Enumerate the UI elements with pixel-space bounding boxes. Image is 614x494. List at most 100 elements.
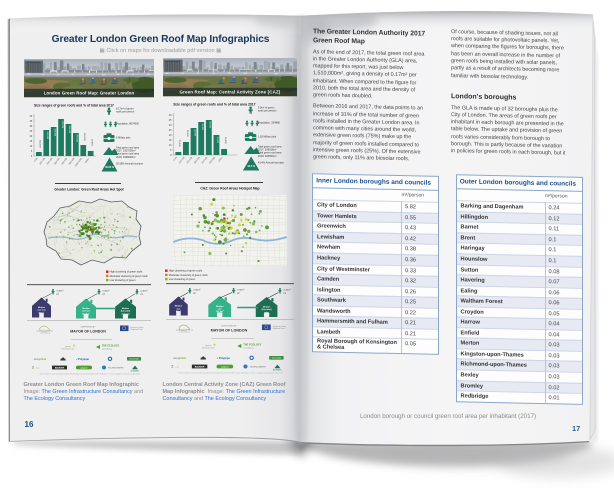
svg-text:Total green roof area: Total green roof area — [116, 147, 140, 150]
svg-text:100-199: 100-199 — [178, 156, 185, 164]
svg-text:✓Polypipe: ✓Polypipe — [216, 356, 230, 360]
svg-text:400-499: 400-499 — [61, 157, 68, 165]
svg-text:0.36m²: 0.36m² — [283, 289, 290, 292]
svg-text:423,000: 423,000 — [60, 121, 62, 129]
svg-text:0.36m²: 0.36m² — [140, 290, 147, 293]
svg-text:30.58% Annual increase: 30.58% Annual increase — [116, 163, 144, 166]
svg-text:30.58 %: 30.58 % — [105, 166, 115, 169]
svg-text:pp: pp — [193, 292, 196, 294]
svg-text:inco: inco — [175, 367, 180, 369]
svg-text:Regional Fund: Regional Fund — [130, 329, 142, 331]
svg-text:European Union: European Union — [130, 327, 143, 329]
svg-text:Total green roof area: Total green roof area — [116, 153, 140, 156]
svg-text:Population: 8674000: Population: 8674000 — [116, 123, 140, 126]
svg-text:2017: 209238m²: 2017: 209238m² — [257, 149, 276, 152]
svg-text:London Green Roof Map: Greater: London Green Roof Map: Greater London — [43, 91, 134, 96]
svg-text:Median: Median — [215, 306, 223, 308]
svg-text:Total green roof area: Total green roof area — [257, 146, 281, 149]
svg-text:pp: pp — [283, 292, 286, 294]
svg-text:ALUMASC: ALUMASC — [130, 370, 139, 373]
svg-text:0: 0 — [30, 156, 32, 158]
svg-text:500-999: 500-999 — [209, 156, 216, 164]
svg-text:43.4% Annual increase: 43.4% Annual increase — [257, 162, 284, 165]
svg-text:(biosolar): (biosolar) — [261, 309, 271, 311]
svg-text:5000+: 5000+ — [84, 157, 90, 164]
svg-text:460m²: 460m² — [122, 315, 128, 318]
svg-text:inco: inco — [36, 368, 41, 370]
svg-text:1.63 Million jobs: 1.63 Million jobs — [257, 136, 276, 139]
svg-text:pp: pp — [56, 293, 59, 295]
svg-text:25: 25 — [168, 130, 171, 132]
svg-text:1000-4999: 1000-4999 — [74, 157, 82, 167]
svg-text:88,000: 88,000 — [193, 130, 195, 137]
svg-text:roofs per person: roofs per person — [116, 111, 135, 114]
svg-text:0.36m²: 0.36m² — [102, 290, 109, 293]
svg-text:High clustering of green roofs: High clustering of green roofs — [109, 271, 142, 274]
svg-text:1000+: 1000+ — [218, 156, 224, 163]
svg-text:100-199: 100-199 — [39, 157, 46, 165]
svg-text:2018: 300560m²: 2018: 300560m² — [257, 155, 276, 158]
svg-text:Median: Median — [82, 308, 90, 310]
svg-text:size: size — [264, 312, 269, 314]
svg-text:30: 30 — [168, 125, 171, 127]
svg-text:Green Roof Map: Central Activi: Green Roof Map: Central Activity Zone (C… — [179, 90, 280, 95]
svg-text:111.9m²: 111.9m² — [215, 310, 223, 313]
svg-text:© Green Infrastructure Consult: © Green Infrastructure Consultancy (GIC)… — [38, 372, 140, 375]
svg-text:Population: 234866: Population: 234866 — [257, 122, 280, 125]
svg-text:5: 5 — [30, 151, 32, 153]
svg-text:green: green — [205, 344, 212, 347]
svg-text:30: 30 — [29, 126, 32, 128]
svg-text:111.9m²: 111.9m² — [82, 312, 90, 315]
svg-text:ansglobal: ansglobal — [173, 356, 186, 360]
svg-text:0-99: 0-99 — [34, 157, 39, 162]
svg-text:CAZ: Green Roof Areas Hotspot: CAZ: Green Roof Areas Hotspot Map — [200, 187, 259, 191]
svg-text:Greater London: Green Roof Are: Greater London: Green Roof Areas Hot Spo… — [54, 188, 124, 192]
svg-text:Median: Median — [37, 307, 45, 309]
svg-text:infrastructure: infrastructure — [61, 348, 75, 351]
svg-text:18,000: 18,000 — [223, 137, 225, 144]
svg-text:MAYOR OF LONDON: MAYOR OF LONDON — [70, 329, 106, 333]
svg-text:0-99: 0-99 — [173, 156, 178, 161]
svg-text:400-499: 400-499 — [201, 156, 208, 164]
svg-text:TECHNOGREEN: TECHNOGREEN — [249, 366, 265, 368]
svg-text:10: 10 — [168, 145, 171, 147]
svg-text:99,000: 99,000 — [208, 122, 210, 129]
svg-text:15: 15 — [29, 141, 32, 143]
svg-text:Low clustering of green: Low clustering of green — [109, 279, 135, 282]
svg-text:2018: 1968000m²: 2018: 1968000m² — [116, 156, 136, 159]
svg-text:© Green Infrastructure Consult: © Green Infrastructure Consultancy (GIC)… — [177, 371, 282, 374]
svg-text:0.9m² of green: 0.9m² of green — [257, 107, 274, 110]
svg-text:roofs per person: roofs per person — [257, 110, 276, 113]
svg-text:0.36m²: 0.36m² — [193, 289, 200, 292]
svg-text:40: 40 — [168, 115, 171, 117]
svg-text:500-999: 500-999 — [68, 157, 75, 165]
svg-text:43.4 %: 43.4 % — [247, 165, 256, 168]
svg-text:Total green roof area: Total green roof area — [257, 152, 281, 155]
svg-text:pp: pp — [237, 292, 240, 294]
svg-text:SUPPORTED BY: SUPPORTED BY — [221, 326, 237, 328]
svg-text:Z: Z — [32, 366, 34, 370]
svg-text:Median: Median — [121, 308, 129, 310]
svg-text:200-299: 200-299 — [186, 156, 193, 164]
svg-text:infrastructure: infrastructure — [201, 347, 215, 350]
svg-text:35: 35 — [29, 121, 32, 123]
svg-text:pp: pp — [140, 293, 143, 295]
svg-text:8.17m² of green: 8.17m² of green — [116, 108, 134, 111]
svg-text:roof size: roof size — [81, 310, 90, 313]
svg-text:SUPPORTED BY: SUPPORTED BY — [80, 327, 96, 329]
svg-text:consultancy: consultancy — [102, 347, 112, 350]
svg-text:366m²: 366m² — [38, 311, 44, 314]
svg-text:✓Polypipe: ✓Polypipe — [76, 357, 90, 361]
svg-text:green infrastructure: green infrastructure — [176, 329, 193, 332]
svg-text:consultancy: consultancy — [40, 332, 50, 335]
svg-text:2017: 1507000m²: 2017: 1507000m² — [116, 150, 136, 153]
svg-text:MAYOR OF LONDON: MAYOR OF LONDON — [210, 328, 247, 332]
svg-text:roof size: roof size — [37, 309, 46, 312]
svg-text:ALUMASC: ALUMASC — [272, 369, 282, 372]
svg-text:300-399: 300-399 — [54, 157, 61, 165]
svg-text:0: 0 — [170, 155, 172, 157]
svg-text:European Union: European Union — [272, 325, 285, 328]
svg-text:GreenTalk: GreenTalk — [129, 359, 138, 361]
svg-text:60,000: 60,000 — [90, 139, 92, 146]
svg-text:Moderate clustering of green r: Moderate clustering of green roofs — [109, 275, 148, 278]
